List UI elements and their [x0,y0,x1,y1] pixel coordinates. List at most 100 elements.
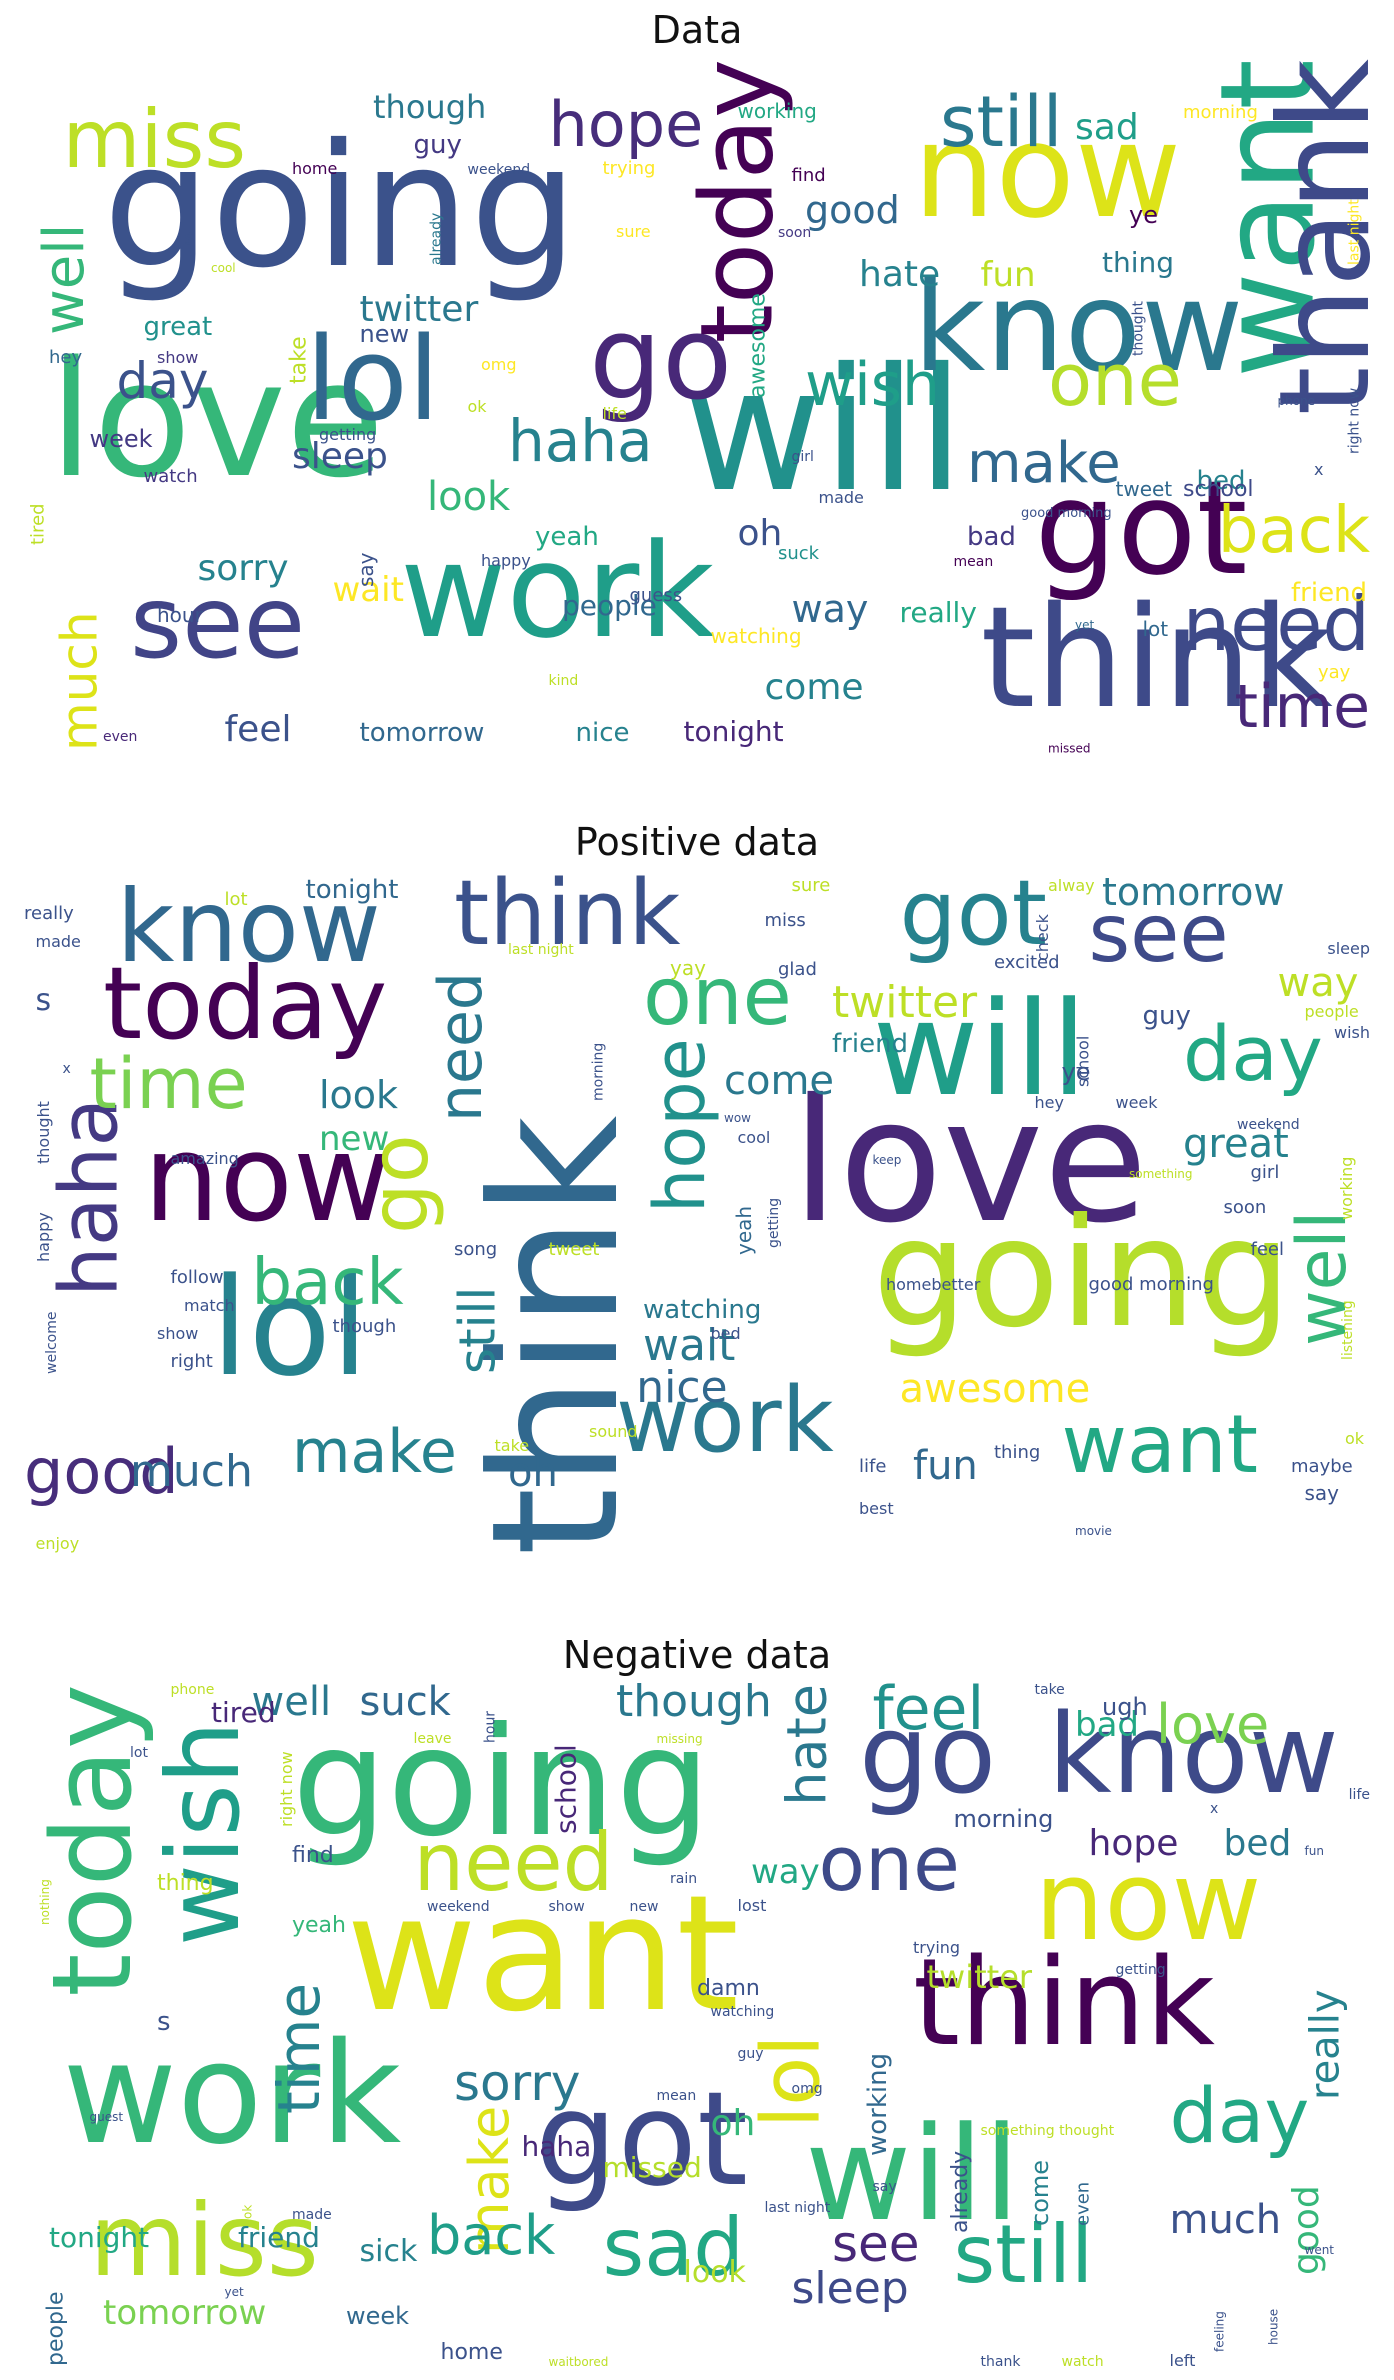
word-kind: kind [549,673,579,689]
word-school: school [550,1744,583,1834]
word-bed: bed [711,1324,741,1343]
word-week: week [346,2302,409,2330]
word-take: take [1035,1682,1065,1698]
word-working: working [863,2053,893,2156]
word-look: look [427,474,511,520]
word-find: find [792,165,826,186]
word-house: house [1267,2309,1281,2345]
word-now: now [913,95,1181,247]
word-really: really [900,596,977,629]
word-good-morning: good morning [1021,506,1112,521]
word-really: really [1302,1989,1348,2100]
word-even: even [103,729,137,745]
word-ye: ye [1062,1058,1091,1086]
word-working: working [738,99,817,123]
word-cool: cool [211,261,236,275]
word-one: one [643,950,792,1043]
word-hour: hour [157,603,204,627]
word-watching: watching [711,2004,775,2020]
word-life: life [1349,1787,1370,1803]
word-miss: miss [63,93,247,186]
word-right-now: right now [277,1751,296,1827]
word-sure: sure [792,875,831,896]
word-going: going [292,1696,711,1870]
word-well: well [32,224,97,335]
word-sleep: sleep [292,436,388,477]
word-suck: suck [778,543,820,564]
word-see: see [832,2215,920,2273]
word-morning: morning [1183,102,1258,123]
word-see: see [130,564,305,681]
word-sad: sad [1075,107,1139,148]
word-time: time [1234,672,1370,742]
word-oh: oh [738,513,783,554]
word-omg: omg [481,355,517,374]
word-sleep: sleep [792,2263,909,2314]
word-ok: ok [1345,1429,1365,1448]
word-today: today [28,1684,156,1997]
panel-positive: Positive data love think going will lol now to… [0,800,1394,1580]
word-twitter: twitter [927,1958,1033,1996]
word-mean: mean [657,2088,697,2104]
word-back: back [252,1246,404,1320]
word-girl: girl [1251,1162,1280,1183]
word-thank: thank [1253,58,1372,415]
word-going: going [873,1187,1292,1361]
word-nice: nice [636,1362,727,1413]
word-think: think [981,577,1333,740]
word-work: work [63,2013,402,2176]
word-feeling: feeling [1213,2311,1227,2352]
word-time: time [265,1983,333,2114]
word-week: week [1116,1093,1159,1112]
word-bed: bed [1224,1823,1292,1864]
word-people: people [44,2291,69,2366]
word-ye: ye [1129,201,1158,229]
word-work: work [616,1368,834,1473]
word-sorry: sorry [454,2054,580,2112]
word-getting: getting [319,425,376,444]
word-oh: oh [711,2103,756,2144]
word-now: now [144,1110,392,1249]
word-got: got [535,2063,748,2215]
word-guest: guest [90,2110,124,2124]
panel-data: Data going love will work see think know now got… [0,0,1394,780]
word-thought: thought [34,1101,53,1164]
panel-negative: Negative data going want work got will think k… [0,1600,1394,2380]
word-friend: friend [1291,578,1367,608]
word-say: say [1305,1481,1340,1505]
word-morning: morning [954,1805,1054,1833]
word-yeah: yeah [292,1913,346,1938]
word-back: back [1218,494,1370,568]
word-glad: glad [778,959,817,980]
word-phone: phone [1278,394,1316,408]
word-cloud-data: going love will work see think know now got lol go… [22,55,1372,755]
word-x: x [63,1061,71,1077]
word-phone: phone [171,1682,215,1698]
word-good-morning: good morning [1089,1274,1214,1295]
word-way: way [792,587,869,631]
word-twitter: twitter [832,977,978,1028]
word-go: go [353,1134,446,1234]
word-well: well [252,1680,332,1725]
word-way: way [751,1852,820,1892]
word-life: life [603,404,627,423]
word-make: make [967,431,1121,496]
word-hope: hope [1089,1823,1179,1864]
word-take: take [287,336,312,384]
word-lot: lot [225,889,248,910]
word-oh: oh [508,1450,558,1496]
word-yay: yay [670,956,706,980]
word-trying: trying [603,158,656,179]
word-guy: guy [1143,1001,1191,1031]
word-welcome: welcome [44,1312,60,1374]
word-made: made [819,488,864,507]
word-ugh: ugh [1102,1693,1148,1721]
word-want: want [1192,59,1344,378]
word-lost: lost [738,1896,767,1915]
word-leave: leave [414,1731,452,1747]
word-go: go [859,1690,996,1818]
word-morning: morning [591,1043,607,1101]
word-movie: movie [1075,1524,1112,1538]
word-friend: friend [832,1029,908,1059]
